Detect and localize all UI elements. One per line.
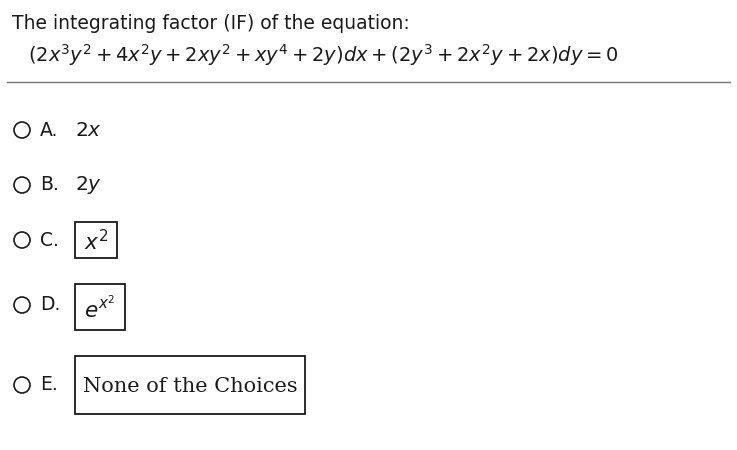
Bar	[75, 222, 117, 258]
Text: $e^{x^2}$: $e^{x^2}$	[84, 296, 116, 322]
Text: C.: C.	[40, 230, 59, 249]
Text: $2y$: $2y$	[75, 174, 102, 196]
Text: $(2x^3y^2 + 4x^2y + 2xy^2 + xy^4 + 2y)dx + (2y^3 + 2x^2y + 2x)dy = 0$: $(2x^3y^2 + 4x^2y + 2xy^2 + xy^4 + 2y)dx…	[28, 42, 618, 68]
Text: A.: A.	[40, 121, 58, 140]
Text: D.: D.	[40, 296, 60, 315]
Text: B.: B.	[40, 176, 59, 194]
Text: $2x$: $2x$	[75, 121, 102, 140]
Text: $x^2$: $x^2$	[84, 230, 108, 255]
Bar	[75, 284, 125, 330]
Text: None of the Choices: None of the Choices	[83, 378, 297, 396]
Text: The integrating factor (IF) of the equation:: The integrating factor (IF) of the equat…	[12, 14, 410, 33]
Bar	[75, 356, 305, 414]
Text: E.: E.	[40, 375, 57, 395]
